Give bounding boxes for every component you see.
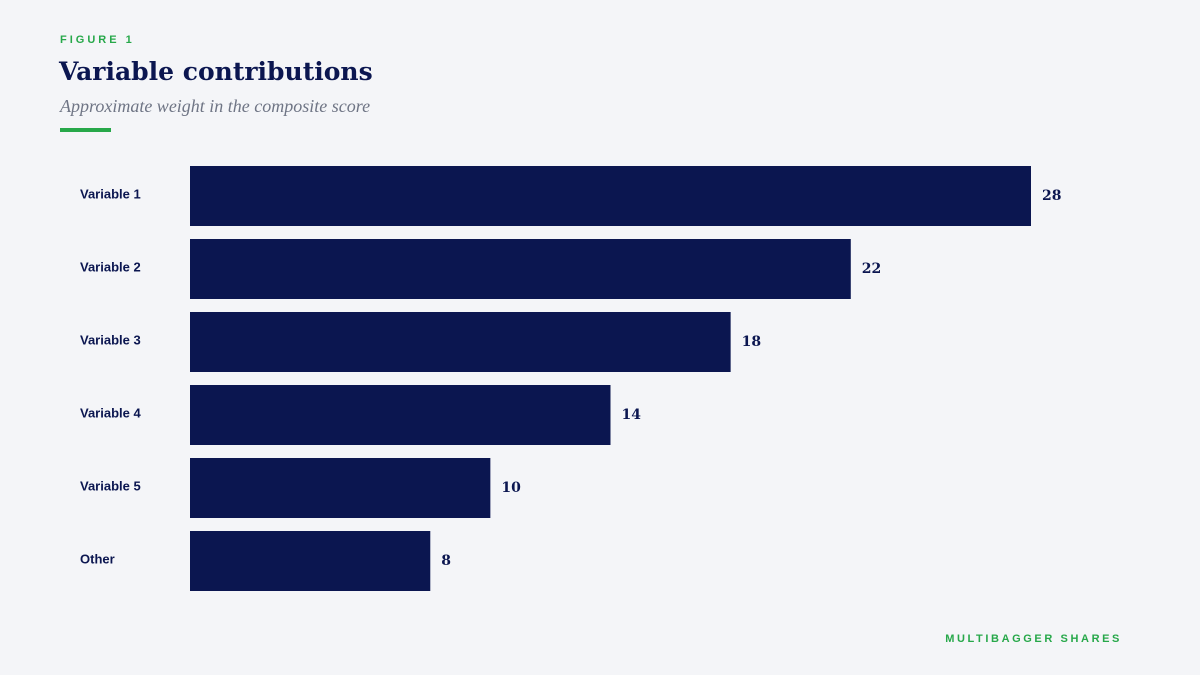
category-label-variable-1: Variable 1 (80, 186, 141, 201)
value-label-variable-2: 22 (862, 261, 881, 277)
value-label-variable-3: 18 (742, 334, 761, 350)
bar-other (190, 531, 431, 591)
bar-variable-5 (190, 458, 491, 518)
bar-variable-3 (190, 312, 731, 372)
figure-eyebrow: FIGURE 1 (60, 34, 135, 46)
value-label-variable-4: 14 (622, 407, 642, 423)
value-label-other: 8 (441, 553, 451, 569)
bar-variable-2 (190, 239, 851, 299)
category-label-variable-5: Variable 5 (80, 478, 141, 493)
bar-variable-1 (190, 166, 1031, 226)
bar-chart: Variable 1 28 Variable 2 22 Variable 3 18 Vari… (80, 166, 1061, 591)
brand-footer: MULTIBAGGER SHARES (945, 633, 1122, 645)
value-label-variable-1: 28 (1042, 188, 1061, 204)
accent-rule (60, 128, 111, 132)
chart-subtitle: Approximate weight in the composite scor… (60, 96, 371, 116)
category-label-variable-3: Variable 3 (80, 332, 141, 347)
bar-variable-4 (190, 385, 611, 445)
category-label-variable-2: Variable 2 (80, 259, 141, 274)
value-label-variable-5: 10 (501, 480, 521, 496)
category-label-other: Other (80, 551, 115, 566)
chart-title: Variable contributions (59, 57, 373, 86)
category-label-variable-4: Variable 4 (80, 405, 141, 420)
